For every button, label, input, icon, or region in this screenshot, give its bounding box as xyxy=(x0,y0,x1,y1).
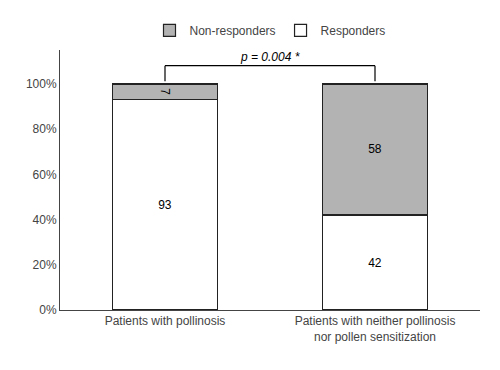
svg-text:Responders: Responders xyxy=(321,24,386,38)
svg-text:p = 0.004 *: p = 0.004 * xyxy=(240,50,300,64)
svg-text:58: 58 xyxy=(368,142,382,156)
svg-text:20%: 20% xyxy=(33,258,57,272)
svg-text:Non-responders: Non-responders xyxy=(190,24,276,38)
svg-text:80%: 80% xyxy=(33,122,57,136)
svg-text:40%: 40% xyxy=(33,213,57,227)
svg-text:42: 42 xyxy=(368,256,382,270)
svg-text:60%: 60% xyxy=(33,168,57,182)
svg-text:93: 93 xyxy=(158,198,172,212)
svg-text:0%: 0% xyxy=(39,303,57,317)
svg-text:Patients with pollinosis: Patients with pollinosis xyxy=(105,314,226,328)
svg-text:100%: 100% xyxy=(26,77,57,91)
svg-text:7: 7 xyxy=(158,88,172,95)
svg-text:Patients with neither pollinos: Patients with neither pollinosisnor poll… xyxy=(295,314,456,344)
